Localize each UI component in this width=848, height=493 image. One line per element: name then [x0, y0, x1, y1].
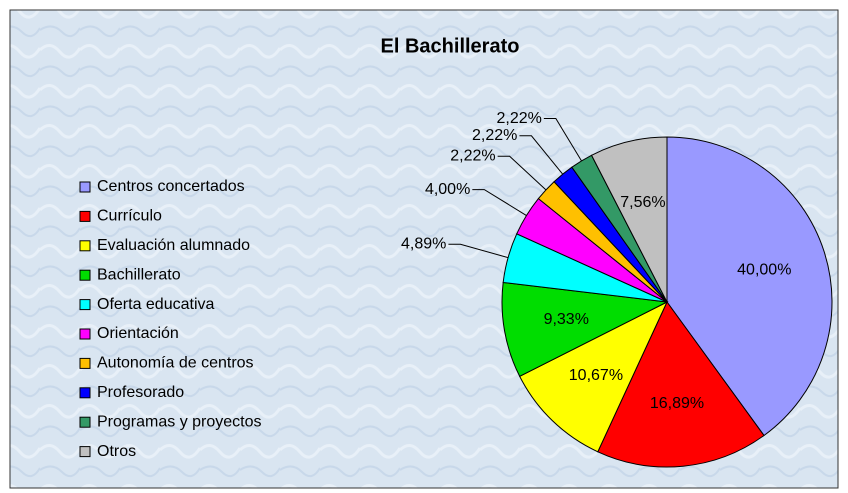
legend-label: Oferta educativa — [97, 296, 215, 313]
pie-slice — [501, 281, 669, 378]
legend-swatch — [79, 210, 91, 222]
data-label: 4,89% — [401, 236, 446, 253]
legend-swatch — [79, 299, 91, 311]
data-label: 4,00% — [425, 181, 470, 198]
pie-slice — [519, 300, 669, 453]
legend-swatch — [79, 181, 91, 193]
legend-swatch — [79, 387, 91, 399]
legend-swatch — [79, 446, 91, 458]
legend-swatch — [79, 240, 91, 252]
data-label: 9,33% — [544, 311, 589, 328]
data-label: 7,56% — [620, 194, 665, 211]
data-label: 16,89% — [650, 395, 704, 412]
leader-line — [448, 243, 509, 259]
legend-swatch — [79, 357, 91, 369]
data-label: 10,67% — [569, 367, 623, 384]
data-label: 40,00% — [737, 262, 791, 279]
leader-line — [497, 155, 547, 191]
legend-label: Programas y proyectos — [97, 413, 262, 430]
legend-label: Autonomía de centros — [97, 355, 254, 372]
legend-swatch — [79, 328, 91, 340]
leader-line — [543, 118, 582, 162]
legend-label: Currículo — [97, 208, 162, 225]
legend-swatch — [79, 269, 91, 281]
leader-line — [519, 135, 564, 175]
legend-label: Centros concertados — [97, 178, 245, 195]
pie-slice — [597, 301, 765, 468]
legend-label: Profesorado — [97, 384, 184, 401]
legend-label: Otros — [97, 443, 136, 460]
legend-label: Evaluación alumnado — [97, 237, 250, 254]
leader-line — [472, 189, 527, 216]
data-label: 2,22% — [472, 127, 517, 144]
pie-slice — [666, 136, 833, 437]
pie-slice — [590, 136, 668, 303]
legend-swatch — [79, 416, 91, 428]
legend-label: Orientación — [97, 325, 179, 342]
data-label: 2,22% — [450, 147, 495, 164]
chart-title: El Bachillerato — [381, 35, 520, 57]
data-label: 2,22% — [496, 110, 541, 127]
legend-label: Bachillerato — [97, 266, 181, 283]
